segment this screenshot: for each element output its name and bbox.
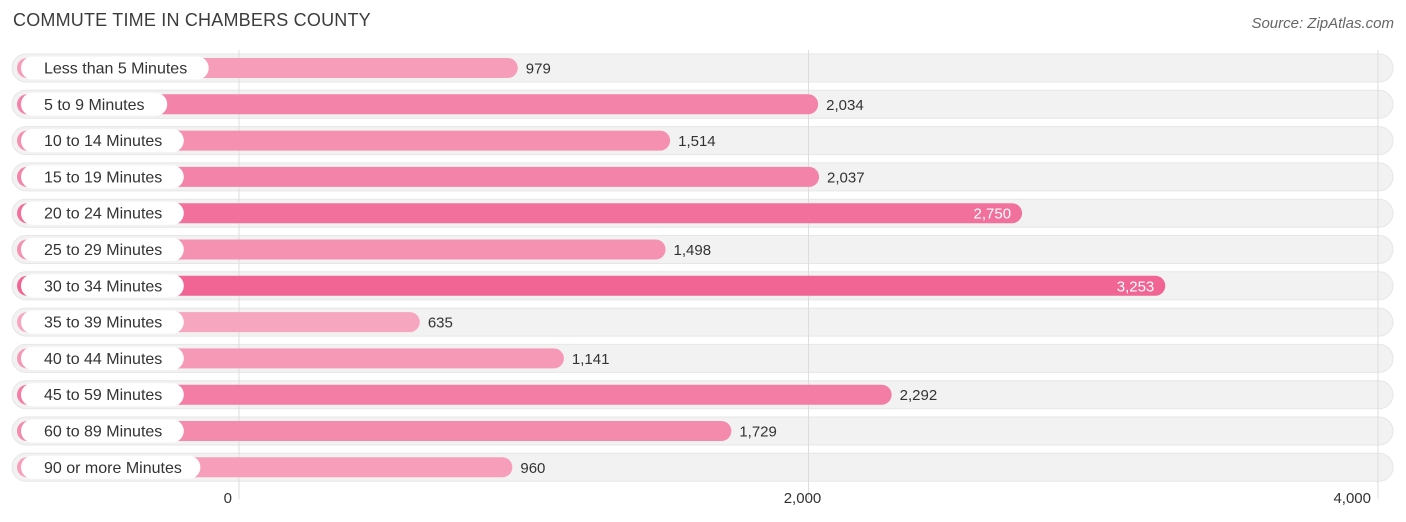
value-label: 1,729 <box>739 424 777 441</box>
bar <box>17 94 819 115</box>
category-label: 40 to 44 Minutes <box>44 351 162 368</box>
category-label-pill <box>21 201 184 225</box>
value-label: 2,292 <box>900 387 938 404</box>
value-label: 979 <box>526 61 551 78</box>
value-label: 2,034 <box>826 97 864 114</box>
bar <box>17 203 1023 224</box>
value-label: 3,253 <box>1117 278 1155 295</box>
category-label-pill <box>21 346 184 370</box>
category-label-pill <box>21 56 209 80</box>
category-label: 45 to 59 Minutes <box>44 387 162 404</box>
value-label: 2,750 <box>974 206 1012 223</box>
x-tick-label: 0 <box>224 490 232 507</box>
value-label: 1,498 <box>674 242 712 259</box>
bar <box>17 421 732 441</box>
category-label-pill <box>21 238 184 261</box>
value-label: 1,141 <box>572 351 610 368</box>
category-label-pill <box>21 274 184 298</box>
category-label: 35 to 39 Minutes <box>44 315 162 332</box>
category-label: Less than 5 Minutes <box>44 61 187 78</box>
x-tick-label: 2,000 <box>784 490 822 507</box>
category-label-pill <box>21 310 184 334</box>
category-label-pill <box>21 92 168 116</box>
category-label: 30 to 34 Minutes <box>44 278 162 295</box>
bar <box>17 275 1166 296</box>
category-label: 60 to 89 Minutes <box>44 424 162 441</box>
value-label: 960 <box>520 460 545 477</box>
chart-source: Source: ZipAtlas.com <box>1251 15 1394 32</box>
x-tick-label: 4,000 <box>1333 490 1371 507</box>
category-label: 20 to 24 Minutes <box>44 206 162 223</box>
category-label-pill <box>21 129 184 153</box>
category-label: 5 to 9 Minutes <box>44 97 145 114</box>
category-label: 25 to 29 Minutes <box>44 242 162 259</box>
value-label: 635 <box>428 315 453 332</box>
bar <box>17 384 892 405</box>
category-label: 10 to 14 Minutes <box>44 133 162 150</box>
bar <box>17 166 820 187</box>
chart-title: COMMUTE TIME IN CHAMBERS COUNTY <box>13 10 371 30</box>
category-label: 15 to 19 Minutes <box>44 169 162 186</box>
value-label: 2,037 <box>827 169 865 186</box>
category-label-pill <box>21 419 184 443</box>
category-label-pill <box>21 383 184 407</box>
category-label-pill <box>21 455 201 479</box>
category-label-pill <box>21 165 184 189</box>
category-label: 90 or more Minutes <box>44 460 182 477</box>
value-label: 1,514 <box>678 133 716 150</box>
